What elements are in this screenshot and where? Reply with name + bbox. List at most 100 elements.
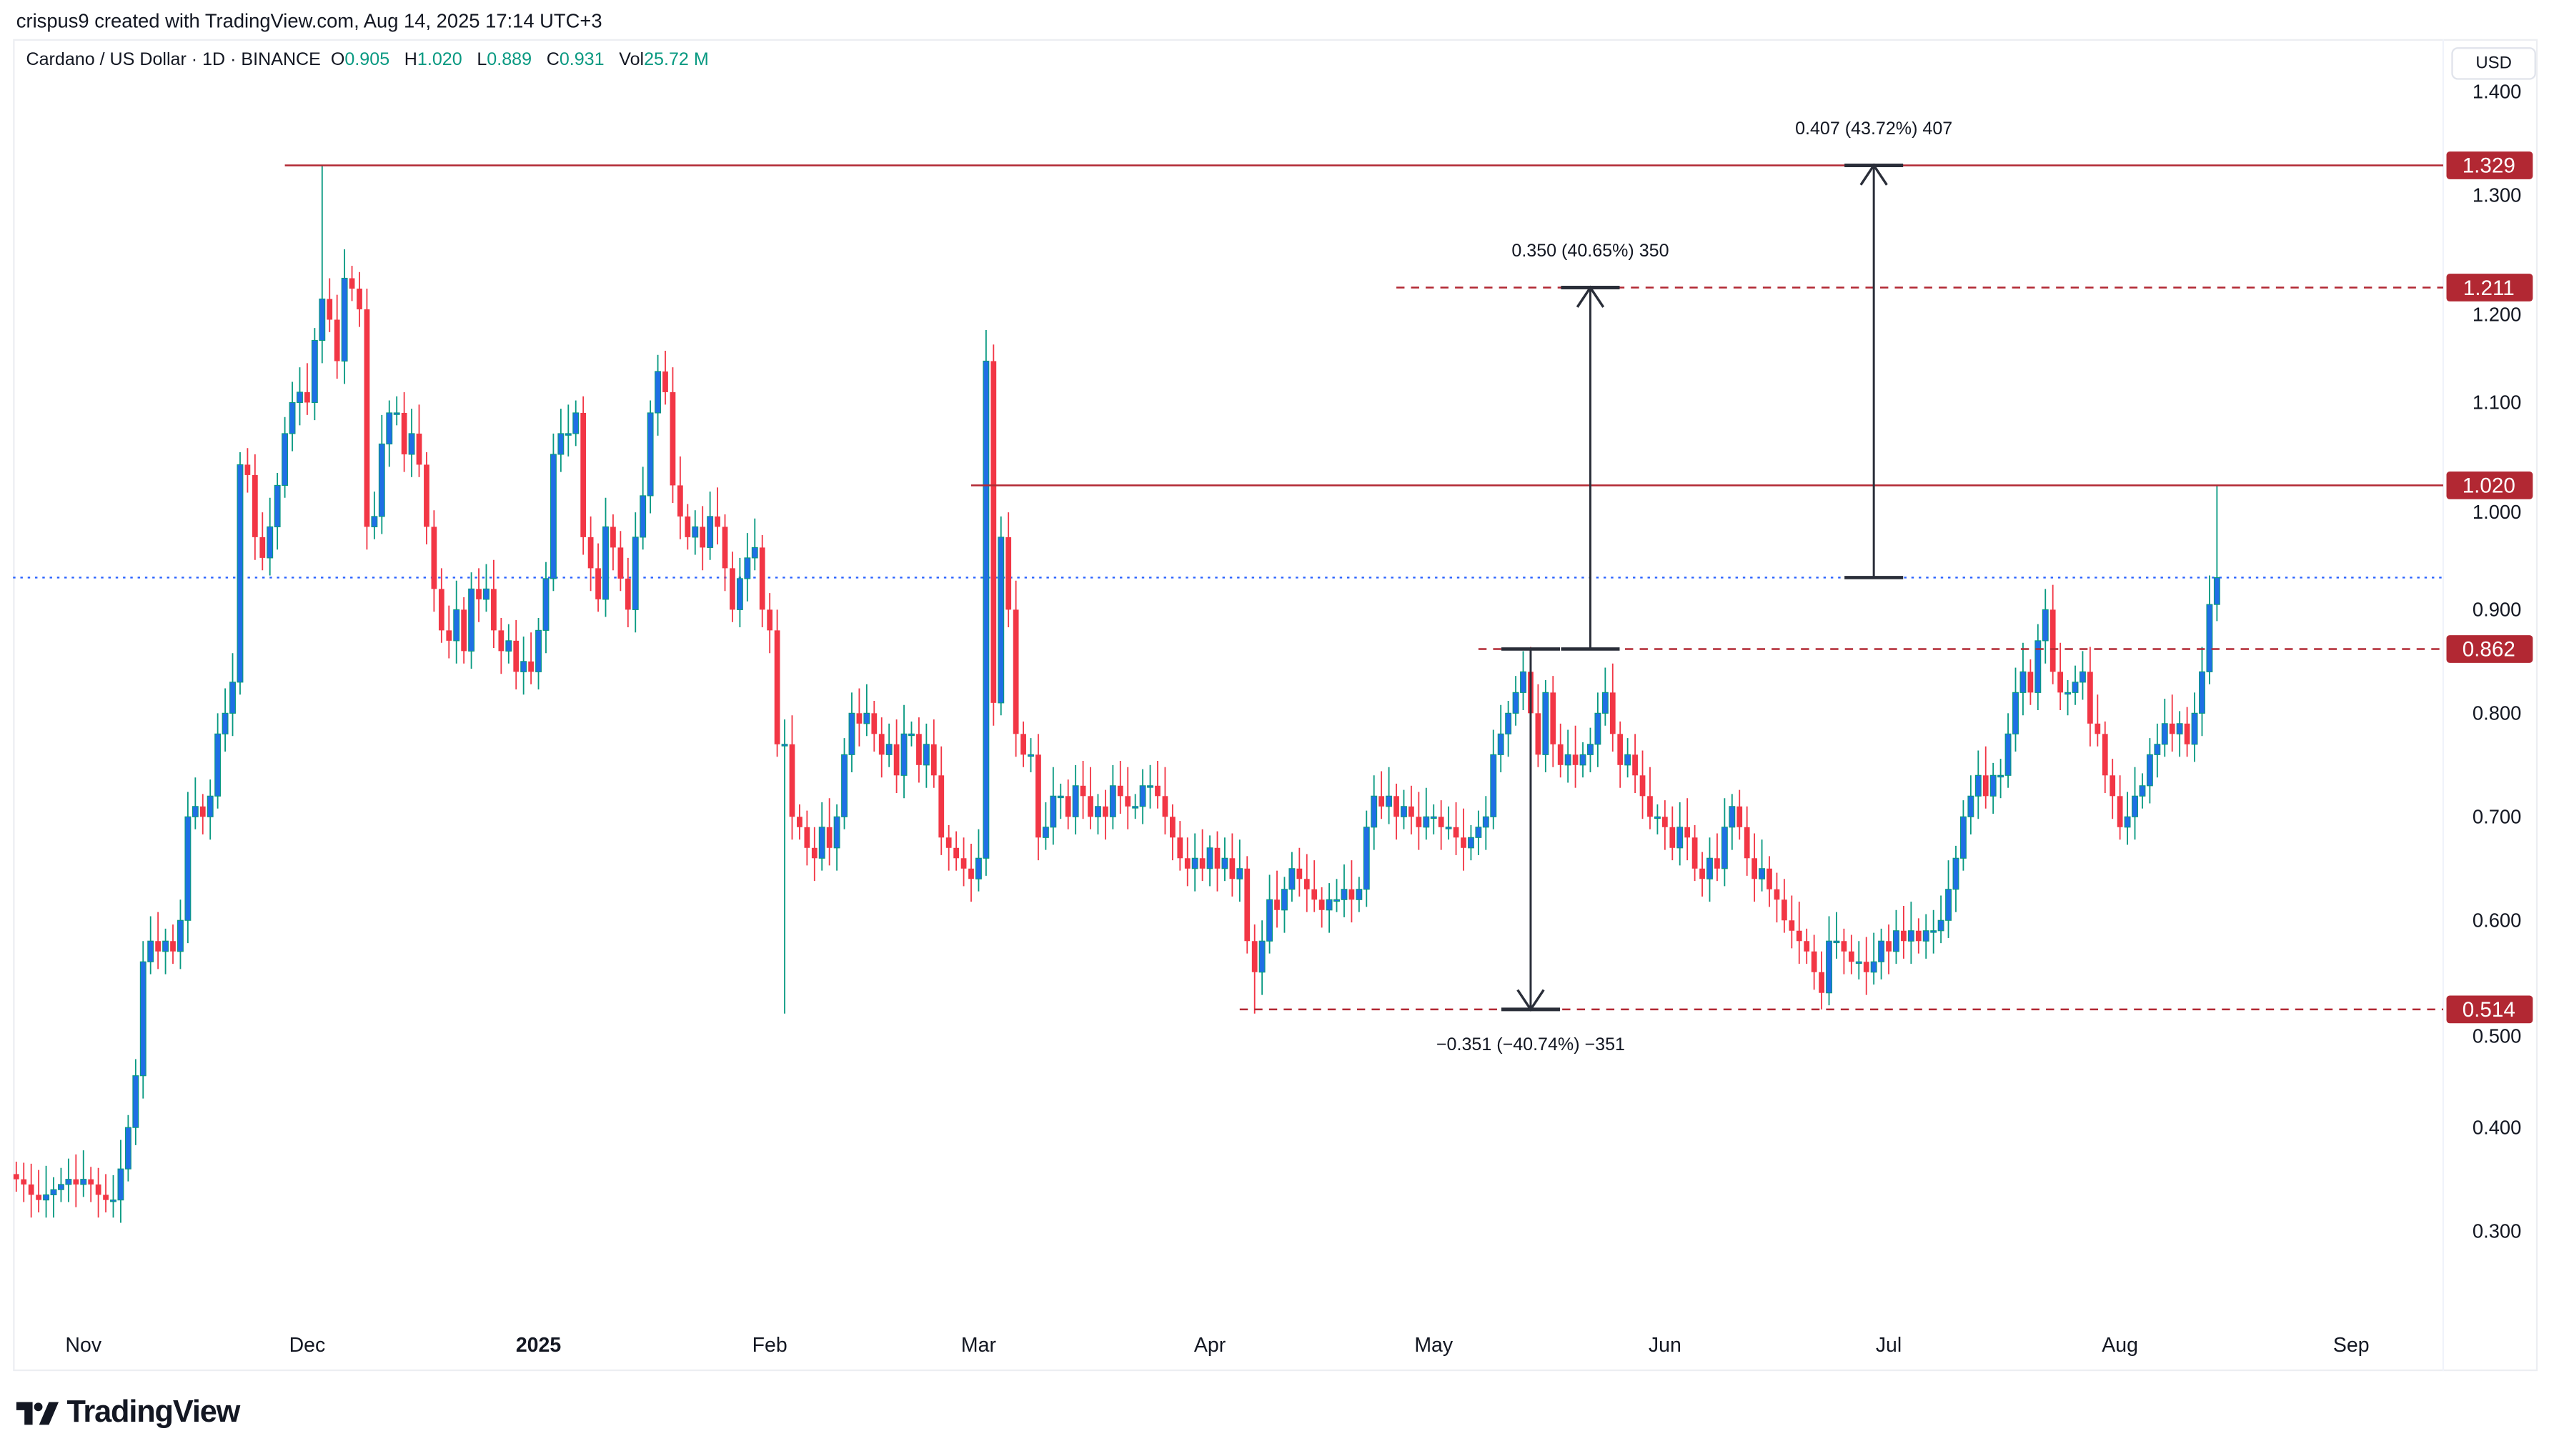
candle xyxy=(1804,928,1810,964)
close-label: C xyxy=(546,50,560,71)
candle xyxy=(2102,721,2108,793)
candle xyxy=(826,798,833,866)
candle-body xyxy=(1103,806,1108,817)
candle xyxy=(1482,796,1489,850)
candle-body xyxy=(938,775,945,838)
candle-body xyxy=(1721,827,1728,869)
candle-body xyxy=(1661,817,1668,827)
price-tick-label: 1.000 xyxy=(2473,501,2521,523)
candle xyxy=(214,713,222,809)
candle-body xyxy=(1356,889,1363,900)
candle xyxy=(1661,800,1668,850)
candle-body xyxy=(1729,806,1736,828)
candle-body xyxy=(80,1179,87,1185)
candle-body xyxy=(520,661,527,672)
candle xyxy=(744,533,751,602)
candle-body xyxy=(885,744,893,755)
candle xyxy=(2057,642,2064,710)
candle-body xyxy=(700,527,706,548)
candle-body xyxy=(602,526,609,600)
currency-button[interactable]: USD xyxy=(2451,47,2536,80)
candle-body xyxy=(2034,640,2042,693)
candle xyxy=(468,572,475,669)
candle-body xyxy=(975,857,982,879)
candle xyxy=(1691,824,1698,882)
close-value: 0.931 xyxy=(559,50,605,71)
candle xyxy=(1191,833,1198,892)
candle-body xyxy=(625,578,631,610)
level-price-label: 1.020 xyxy=(2463,474,2515,498)
candle-body xyxy=(1013,609,1019,734)
candle-body xyxy=(960,858,967,869)
candle-body xyxy=(647,412,654,497)
candle xyxy=(222,688,229,752)
candle-body xyxy=(162,940,169,952)
candle-body xyxy=(677,485,683,517)
candle-body xyxy=(587,537,594,569)
candle-body xyxy=(2117,796,2123,827)
candle-body xyxy=(13,1174,19,1180)
candle xyxy=(1251,924,1258,1014)
candle-body xyxy=(1296,868,1303,879)
candle xyxy=(730,552,735,622)
candle xyxy=(13,1162,19,1192)
candle xyxy=(587,516,594,592)
candle-body xyxy=(759,547,765,610)
candle xyxy=(2213,485,2220,622)
volume-value: 25.72 M xyxy=(644,50,709,71)
candle-body xyxy=(1095,806,1101,817)
candle-body xyxy=(1833,940,1840,944)
candle xyxy=(632,512,639,633)
candle xyxy=(2004,713,2012,788)
level-price-label: 1.329 xyxy=(2463,154,2515,178)
candle xyxy=(625,557,631,628)
candle xyxy=(1401,789,1407,829)
candle-body xyxy=(2027,672,2034,693)
candle xyxy=(833,804,840,871)
candle xyxy=(1572,725,1579,788)
candle xyxy=(1654,804,1661,834)
candle xyxy=(595,543,601,612)
candle-body xyxy=(319,298,326,341)
candle xyxy=(229,653,236,737)
candle xyxy=(1356,877,1363,912)
candle-body xyxy=(1624,754,1631,766)
tradingview-logo[interactable]: TradingView xyxy=(16,1395,240,1431)
tradingview-logo-icon xyxy=(16,1402,59,1425)
candle xyxy=(50,1177,57,1218)
price-tick-label: 0.300 xyxy=(2473,1220,2521,1242)
measure-arrow-icon xyxy=(1859,163,1888,186)
candle-body xyxy=(1169,817,1176,838)
candle-body xyxy=(431,527,437,589)
candle-body xyxy=(893,744,900,776)
candle xyxy=(1206,835,1213,887)
candle xyxy=(1736,789,1743,840)
candle-body xyxy=(707,516,714,548)
candle xyxy=(357,271,362,327)
candle-body xyxy=(833,816,840,849)
candle xyxy=(139,941,146,1099)
candle-body xyxy=(662,371,668,392)
candle xyxy=(2027,659,2034,705)
candle xyxy=(1065,779,1071,829)
candle xyxy=(1005,512,1012,628)
candle-body xyxy=(1199,858,1206,869)
candle-body xyxy=(177,919,184,952)
symbol-title[interactable]: Cardano / US Dollar · 1D · BINANCE xyxy=(26,50,321,71)
candle-body xyxy=(871,713,878,734)
candle xyxy=(244,448,251,493)
candle xyxy=(1430,804,1437,834)
candle xyxy=(1072,764,1079,834)
chart-panel[interactable] xyxy=(13,39,2538,1372)
candle-body xyxy=(1371,795,1378,828)
candle xyxy=(1930,909,1937,954)
candle-body xyxy=(1333,899,1340,902)
candle-body xyxy=(1229,858,1236,879)
candle-body xyxy=(357,288,362,309)
candle xyxy=(1714,833,1720,882)
candle xyxy=(334,294,340,379)
candle xyxy=(1162,767,1168,834)
candle-body xyxy=(1191,857,1198,869)
candle-body xyxy=(1736,806,1743,827)
